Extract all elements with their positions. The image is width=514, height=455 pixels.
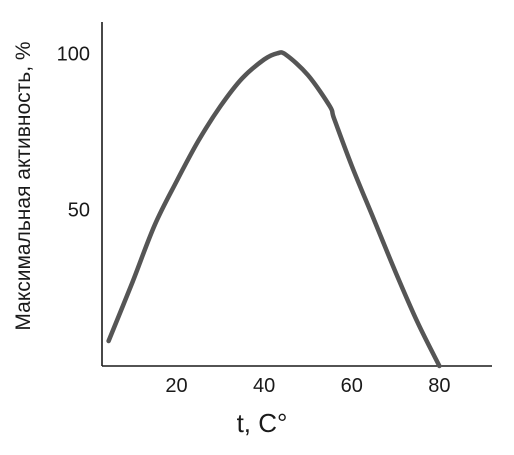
x-axis-title: t, C° bbox=[237, 408, 288, 438]
series-line bbox=[106, 50, 442, 369]
y-tick-labels: 50 100 bbox=[57, 43, 90, 221]
x-tick-label: 60 bbox=[341, 375, 363, 397]
x-tick-label: 40 bbox=[253, 375, 275, 397]
y-axis-title: Максимальная активность, % bbox=[12, 41, 35, 330]
y-tick-label: 100 bbox=[57, 43, 90, 65]
x-tick-label: 80 bbox=[428, 375, 450, 397]
y-tick-label: 50 bbox=[68, 200, 90, 222]
x-tick-label: 20 bbox=[165, 375, 187, 397]
series-layer bbox=[106, 50, 442, 369]
x-tick-labels: 20 40 60 80 bbox=[165, 375, 450, 397]
chart-axes bbox=[101, 22, 492, 367]
